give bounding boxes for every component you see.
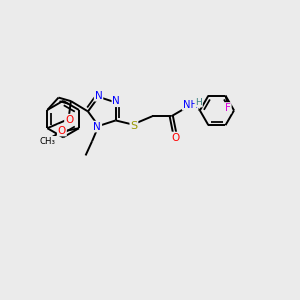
Text: O: O bbox=[65, 115, 73, 125]
Text: N: N bbox=[95, 91, 102, 101]
Text: O: O bbox=[171, 133, 180, 142]
Text: CH₃: CH₃ bbox=[40, 137, 56, 146]
Text: NH: NH bbox=[183, 100, 198, 110]
Text: O: O bbox=[58, 126, 66, 136]
Text: N: N bbox=[112, 96, 120, 106]
Text: H: H bbox=[195, 98, 202, 107]
Text: F: F bbox=[225, 103, 231, 113]
Text: N: N bbox=[94, 122, 101, 132]
Text: S: S bbox=[130, 121, 137, 131]
